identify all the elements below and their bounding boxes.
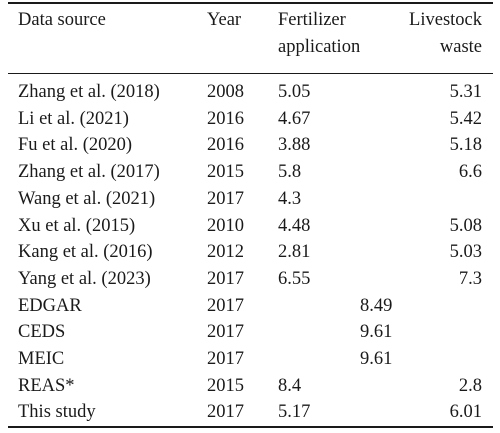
table-row: Wang et al. (2021) 2017 4.3 — [0, 187, 500, 214]
cell-data-source: Li et al. (2021) — [18, 108, 129, 129]
cell-year: 2010 — [207, 215, 244, 236]
cell-livestock: 5.31 — [449, 82, 482, 102]
header-year: Year — [207, 10, 242, 30]
cell-combined-total: 8.49 — [360, 295, 393, 316]
cell-data-source: EDGAR — [18, 295, 82, 316]
table-row: Kang et al. (2016) 2012 2.81 5.03 — [0, 240, 500, 267]
table-header-rule — [8, 73, 493, 74]
table-row: Yang et al. (2023) 2017 6.55 7.3 — [0, 267, 500, 294]
table-row: This study 2017 5.17 6.01 — [0, 400, 500, 427]
cell-fertilizer: 6.55 — [278, 268, 311, 289]
cell-livestock: 5.03 — [449, 242, 482, 263]
cell-fertilizer: 5.17 — [278, 402, 311, 423]
cell-year: 2017 — [207, 188, 244, 209]
cell-data-source: CEDS — [18, 322, 66, 343]
cell-year: 2017 — [207, 295, 244, 316]
header-fertilizer-line1: Fertilizer — [278, 10, 346, 30]
cell-data-source: Kang et al. (2016) — [18, 242, 153, 263]
cell-year: 2017 — [207, 402, 244, 423]
cell-fertilizer: 5.8 — [278, 162, 302, 183]
cell-fertilizer: 4.67 — [278, 108, 311, 129]
header-data-source: Data source — [18, 10, 106, 30]
cell-livestock: 5.08 — [449, 215, 482, 236]
cell-year: 2008 — [207, 82, 244, 102]
cell-year: 2012 — [207, 242, 244, 263]
cell-data-source: Zhang et al. (2018) — [18, 82, 160, 102]
header-fertilizer-line2: application — [278, 37, 361, 57]
cell-year: 2017 — [207, 349, 244, 369]
table-row: REAS* 2015 8.4 2.8 — [0, 374, 500, 401]
cell-data-source: MEIC — [18, 349, 65, 369]
cell-combined-total: 9.61 — [360, 322, 393, 343]
table-row: Xu et al. (2015) 2010 4.48 5.08 — [0, 214, 500, 241]
cell-data-source: Xu et al. (2015) — [18, 215, 136, 236]
cell-year: 2015 — [207, 162, 244, 183]
header-livestock-line2: waste — [439, 37, 482, 57]
cell-data-source: Fu et al. (2020) — [18, 135, 133, 156]
cell-livestock: 5.18 — [449, 135, 482, 156]
table-row: MEIC 2017 9.61 — [0, 347, 500, 374]
table-row: Li et al. (2021) 2016 4.67 5.42 — [0, 107, 500, 134]
cell-data-source: Zhang et al. (2017) — [18, 162, 160, 183]
cell-fertilizer: 2.81 — [278, 242, 311, 263]
cell-fertilizer: 4.3 — [278, 188, 302, 209]
cell-livestock: 2.8 — [458, 375, 482, 396]
cell-livestock: 6.6 — [458, 162, 482, 183]
table-row: Fu et al. (2020) 2016 3.88 5.18 — [0, 133, 500, 160]
cell-livestock: 6.01 — [449, 402, 482, 423]
cell-fertilizer: 4.48 — [278, 215, 311, 236]
cell-year: 2016 — [207, 108, 244, 129]
cell-livestock: 5.42 — [449, 108, 482, 129]
cell-year: 2015 — [207, 375, 244, 396]
cell-year: 2017 — [207, 322, 244, 343]
cell-fertilizer: 8.4 — [278, 375, 302, 396]
cell-combined-total: 9.61 — [360, 349, 393, 369]
cell-data-source: This study — [18, 402, 96, 423]
cell-fertilizer: 5.05 — [278, 82, 311, 102]
cell-year: 2016 — [207, 135, 244, 156]
cell-livestock: 7.3 — [458, 268, 482, 289]
header-livestock-line1: Livestock — [409, 10, 482, 30]
cell-fertilizer: 3.88 — [278, 135, 311, 156]
table-row: Zhang et al. (2017) 2015 5.8 6.6 — [0, 160, 500, 187]
cell-data-source: Wang et al. (2021) — [18, 188, 156, 209]
table-top-rule — [8, 2, 493, 4]
table-row: CEDS 2017 9.61 — [0, 320, 500, 347]
table-row: EDGAR 2017 8.49 — [0, 294, 500, 321]
cell-data-source: REAS* — [18, 375, 75, 396]
cell-year: 2017 — [207, 268, 244, 289]
cell-data-source: Yang et al. (2023) — [18, 268, 151, 289]
table-bottom-rule — [8, 426, 493, 428]
table-row: Zhang et al. (2018) 2008 5.05 5.31 — [0, 80, 500, 107]
